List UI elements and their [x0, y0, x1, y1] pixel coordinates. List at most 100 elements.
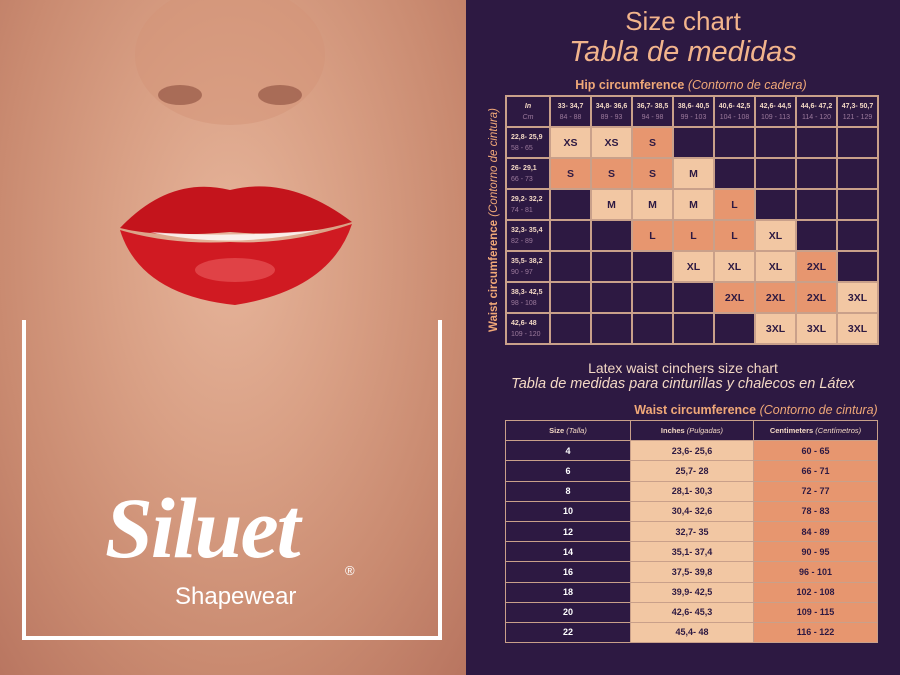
size-cell: S — [590, 157, 633, 190]
waist-row-header: 29,2- 32,2 74 - 81 — [505, 188, 551, 221]
title-en: Size chart — [625, 6, 741, 36]
waist-row-header: 38,3- 42,5 98 - 108 — [505, 281, 551, 314]
size-cell: XL — [713, 250, 756, 283]
size-chart-panel: Size chart Tabla de medidas Hip circumfe… — [466, 0, 900, 675]
waist-row: 32,3- 35,4 82 - 89 L L L XL — [505, 219, 879, 252]
table-row: 6 25,7- 28 66 - 71 — [505, 460, 878, 482]
size-cell — [795, 157, 838, 190]
inches-cell: 30,4- 32,6 — [630, 500, 754, 522]
centimeters-cell: 109 - 115 — [753, 601, 878, 623]
size-cell: XL — [754, 250, 797, 283]
size-cell: 22 — [505, 621, 631, 644]
brand-logo: Siluet — [105, 480, 301, 576]
hip-column-header: 40,6- 42,5 104 - 108 — [713, 95, 756, 128]
hip-column-header: 38,6- 40,5 99 - 103 — [672, 95, 715, 128]
centimeters-cell: 90 - 95 — [753, 541, 878, 563]
size-cell: S — [631, 126, 674, 159]
inches-cell: 45,4- 48 — [630, 621, 754, 644]
latex-title-es: Tabla de medidas para cinturillas y chal… — [511, 376, 855, 392]
size-cell — [549, 219, 592, 252]
size-cell: 2XL — [795, 250, 838, 283]
size-cell: 3XL — [836, 312, 879, 345]
size-cell — [590, 250, 633, 283]
registered-mark: ® — [345, 563, 355, 578]
size-cell: XS — [590, 126, 633, 159]
waist-row: 38,3- 42,5 98 - 108 2XL 2XL 2XL 3XL — [505, 281, 879, 314]
size-cell: 14 — [505, 541, 631, 563]
waist-label: Waist circumference (Contorno de cintura… — [488, 108, 500, 332]
column-header: Inches (Pulgadas) — [630, 419, 754, 442]
size-cell — [590, 281, 633, 314]
table-row: 16 37,5- 39,8 96 - 101 — [505, 561, 878, 583]
size-cell — [631, 250, 674, 283]
hip-column-header: 33- 34,7 84 - 88 — [549, 95, 592, 128]
size-cell: 8 — [505, 480, 631, 502]
hip-column-header: 34,8- 36,6 89 - 93 — [590, 95, 633, 128]
size-cell: 3XL — [836, 281, 879, 314]
size-cell — [795, 188, 838, 221]
inches-cell: 35,1- 37,4 — [630, 541, 754, 563]
size-cell — [754, 126, 797, 159]
table-row: 14 35,1- 37,4 90 - 95 — [505, 541, 878, 563]
size-cell — [713, 157, 756, 190]
centimeters-cell: 96 - 101 — [753, 561, 878, 583]
header-row: In Cm 33- 34,7 84 - 88 34,8- 36,6 89 - 93 36,7… — [505, 95, 879, 128]
waist-row-header: 42,6- 48 109 - 120 — [505, 312, 551, 345]
table-row: 10 30,4- 32,6 78 - 83 — [505, 500, 878, 522]
size-cell: 2XL — [713, 281, 756, 314]
size-cell: 4 — [505, 440, 631, 462]
hip-waist-size-grid: In Cm 33- 34,7 84 - 88 34,8- 36,6 89 - 93 36,7… — [505, 95, 879, 345]
latex-title-en: Latex waist cinchers size chart — [588, 360, 778, 376]
size-cell: 2XL — [795, 281, 838, 314]
size-cell — [672, 126, 715, 159]
centimeters-cell: 78 - 83 — [753, 500, 878, 522]
waist-row: 42,6- 48 109 - 120 3XL 3XL 3XL — [505, 312, 879, 345]
inches-cell: 32,7- 35 — [630, 520, 754, 543]
centimeters-cell: 84 - 89 — [753, 520, 878, 543]
size-cell: M — [631, 188, 674, 221]
size-cell — [631, 281, 674, 314]
size-cell — [795, 219, 838, 252]
latex-size-table: Size (Talla) Inches (Pulgadas) Centimeters… — [505, 419, 878, 644]
hip-column-header: 47,3- 50,7 121 - 129 — [836, 95, 879, 128]
size-cell — [672, 312, 715, 345]
centimeters-cell: 72 - 77 — [753, 480, 878, 502]
table-row: 8 28,1- 30,3 72 - 77 — [505, 480, 878, 502]
waist-row: 22,8- 25,9 58 - 65 XS XS S — [505, 126, 879, 159]
size-cell: XS — [549, 126, 592, 159]
size-cell — [549, 188, 592, 221]
title-es: Tabla de medidas — [569, 36, 797, 68]
size-cell: 12 — [505, 520, 631, 543]
size-cell — [631, 312, 674, 345]
size-cell — [672, 281, 715, 314]
waist-row: 35,5- 38,2 90 - 97 XL XL XL 2XL — [505, 250, 879, 283]
waist-section-label: Waist circumference (Contorno de cintura… — [634, 403, 878, 417]
size-cell: M — [672, 157, 715, 190]
size-cell — [590, 219, 633, 252]
size-cell: 20 — [505, 601, 631, 623]
size-cell: M — [590, 188, 633, 221]
size-cell — [549, 250, 592, 283]
waist-row-header: 35,5- 38,2 90 - 97 — [505, 250, 551, 283]
size-cell — [754, 157, 797, 190]
size-cell — [590, 312, 633, 345]
size-cell — [836, 188, 879, 221]
size-cell: 10 — [505, 500, 631, 522]
size-cell: 2XL — [754, 281, 797, 314]
size-cell: L — [713, 219, 756, 252]
size-cell: S — [549, 157, 592, 190]
table-row: 12 32,7- 35 84 - 89 — [505, 520, 878, 543]
inches-cell: 42,6- 45,3 — [630, 601, 754, 623]
size-cell — [836, 157, 879, 190]
size-cell: L — [631, 219, 674, 252]
centimeters-cell: 116 - 122 — [753, 621, 878, 644]
logo-frame — [22, 320, 442, 640]
size-cell: L — [672, 219, 715, 252]
size-cell — [754, 188, 797, 221]
size-cell — [713, 126, 756, 159]
brand-tagline: Shapewear — [175, 583, 297, 610]
inches-cell: 23,6- 25,6 — [630, 440, 754, 462]
model-photo: Siluet ® Shapewear — [0, 0, 466, 675]
size-cell — [713, 312, 756, 345]
size-cell — [549, 281, 592, 314]
